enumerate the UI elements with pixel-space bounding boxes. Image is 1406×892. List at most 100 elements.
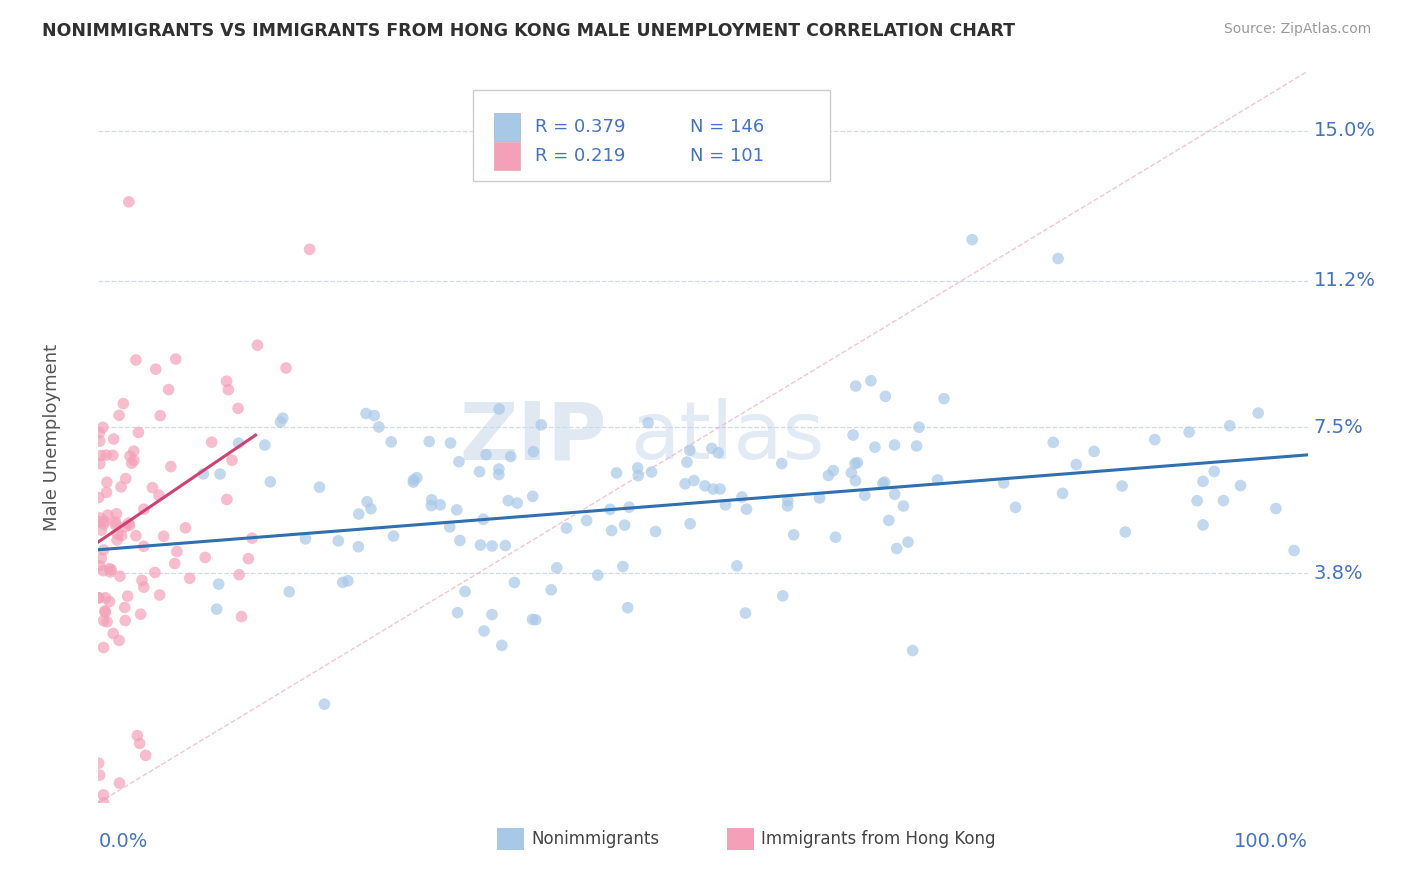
Point bbox=[679, 443, 702, 458]
Point bbox=[993, 475, 1015, 490]
Text: R = 0.379: R = 0.379 bbox=[534, 118, 626, 136]
Point bbox=[121, 456, 143, 470]
Point bbox=[132, 502, 155, 516]
Point bbox=[496, 493, 519, 508]
Point bbox=[481, 607, 503, 622]
Point bbox=[1247, 406, 1270, 420]
Point bbox=[844, 457, 866, 471]
Point bbox=[693, 479, 716, 493]
Point bbox=[420, 492, 443, 507]
Point bbox=[893, 499, 915, 513]
Point bbox=[228, 436, 250, 450]
Point bbox=[605, 466, 627, 480]
Point bbox=[1192, 475, 1215, 489]
Point bbox=[114, 614, 136, 628]
Point bbox=[253, 438, 276, 452]
Point bbox=[420, 499, 443, 513]
Text: 15.0%: 15.0% bbox=[1313, 121, 1375, 140]
Point bbox=[93, 614, 115, 628]
Text: 0.0%: 0.0% bbox=[98, 832, 148, 851]
Point bbox=[627, 468, 650, 483]
Point bbox=[491, 639, 513, 653]
Point bbox=[734, 606, 756, 620]
Point bbox=[149, 409, 172, 423]
Point bbox=[221, 453, 243, 467]
Point bbox=[112, 396, 135, 410]
Point bbox=[845, 379, 868, 393]
Point bbox=[111, 528, 134, 542]
Point bbox=[205, 602, 228, 616]
Point bbox=[1229, 478, 1251, 492]
Point bbox=[555, 521, 578, 535]
Point bbox=[89, 425, 111, 440]
Point bbox=[454, 584, 477, 599]
Point bbox=[616, 600, 638, 615]
Point bbox=[208, 577, 231, 591]
Point bbox=[87, 591, 110, 605]
Point bbox=[472, 624, 495, 638]
Point bbox=[823, 464, 845, 478]
Point bbox=[328, 533, 350, 548]
Point bbox=[897, 535, 920, 549]
Point bbox=[1185, 493, 1208, 508]
Point bbox=[640, 465, 662, 479]
Point bbox=[131, 574, 153, 588]
Point bbox=[1114, 524, 1136, 539]
Point bbox=[472, 512, 495, 526]
Point bbox=[367, 420, 389, 434]
Point bbox=[901, 643, 924, 657]
Point bbox=[875, 389, 897, 403]
Text: atlas: atlas bbox=[630, 398, 825, 476]
Point bbox=[499, 450, 522, 464]
Point bbox=[540, 582, 562, 597]
Point bbox=[269, 415, 291, 429]
Point bbox=[87, 756, 110, 771]
Point bbox=[853, 488, 876, 502]
Point bbox=[135, 748, 157, 763]
Text: Source: ZipAtlas.com: Source: ZipAtlas.com bbox=[1223, 22, 1371, 37]
Point bbox=[246, 338, 269, 352]
Text: R = 0.219: R = 0.219 bbox=[534, 147, 626, 165]
Text: ZIP: ZIP bbox=[458, 398, 606, 476]
Point bbox=[439, 436, 461, 450]
Point bbox=[1204, 465, 1226, 479]
Point bbox=[125, 353, 148, 368]
Point bbox=[449, 533, 471, 548]
Point bbox=[446, 503, 468, 517]
Text: 100.0%: 100.0% bbox=[1233, 832, 1308, 851]
Point bbox=[166, 544, 188, 558]
FancyBboxPatch shape bbox=[474, 90, 830, 181]
Point bbox=[846, 456, 869, 470]
Point bbox=[89, 511, 111, 525]
Point bbox=[1282, 543, 1305, 558]
Point bbox=[824, 530, 846, 544]
Point bbox=[157, 383, 180, 397]
Point bbox=[841, 466, 863, 480]
Point bbox=[193, 467, 215, 481]
Point bbox=[127, 729, 149, 743]
Point bbox=[960, 233, 983, 247]
Point bbox=[883, 487, 905, 501]
Point bbox=[93, 543, 115, 558]
Point bbox=[429, 498, 451, 512]
Point bbox=[503, 575, 526, 590]
Point bbox=[363, 409, 385, 423]
Point bbox=[418, 434, 440, 449]
Point bbox=[125, 529, 148, 543]
Point bbox=[159, 459, 181, 474]
Point bbox=[842, 428, 865, 442]
Point bbox=[546, 561, 568, 575]
Point bbox=[468, 465, 491, 479]
Text: Nonimmigrants: Nonimmigrants bbox=[531, 830, 659, 848]
Point bbox=[776, 493, 799, 508]
Point bbox=[128, 737, 150, 751]
Point bbox=[108, 569, 131, 583]
Point bbox=[336, 574, 359, 588]
Point bbox=[215, 374, 238, 388]
Point bbox=[575, 514, 598, 528]
Point bbox=[194, 550, 217, 565]
Text: Immigrants from Hong Kong: Immigrants from Hong Kong bbox=[761, 830, 995, 848]
Point bbox=[87, 491, 110, 505]
Point bbox=[725, 558, 748, 573]
Point bbox=[122, 444, 145, 458]
